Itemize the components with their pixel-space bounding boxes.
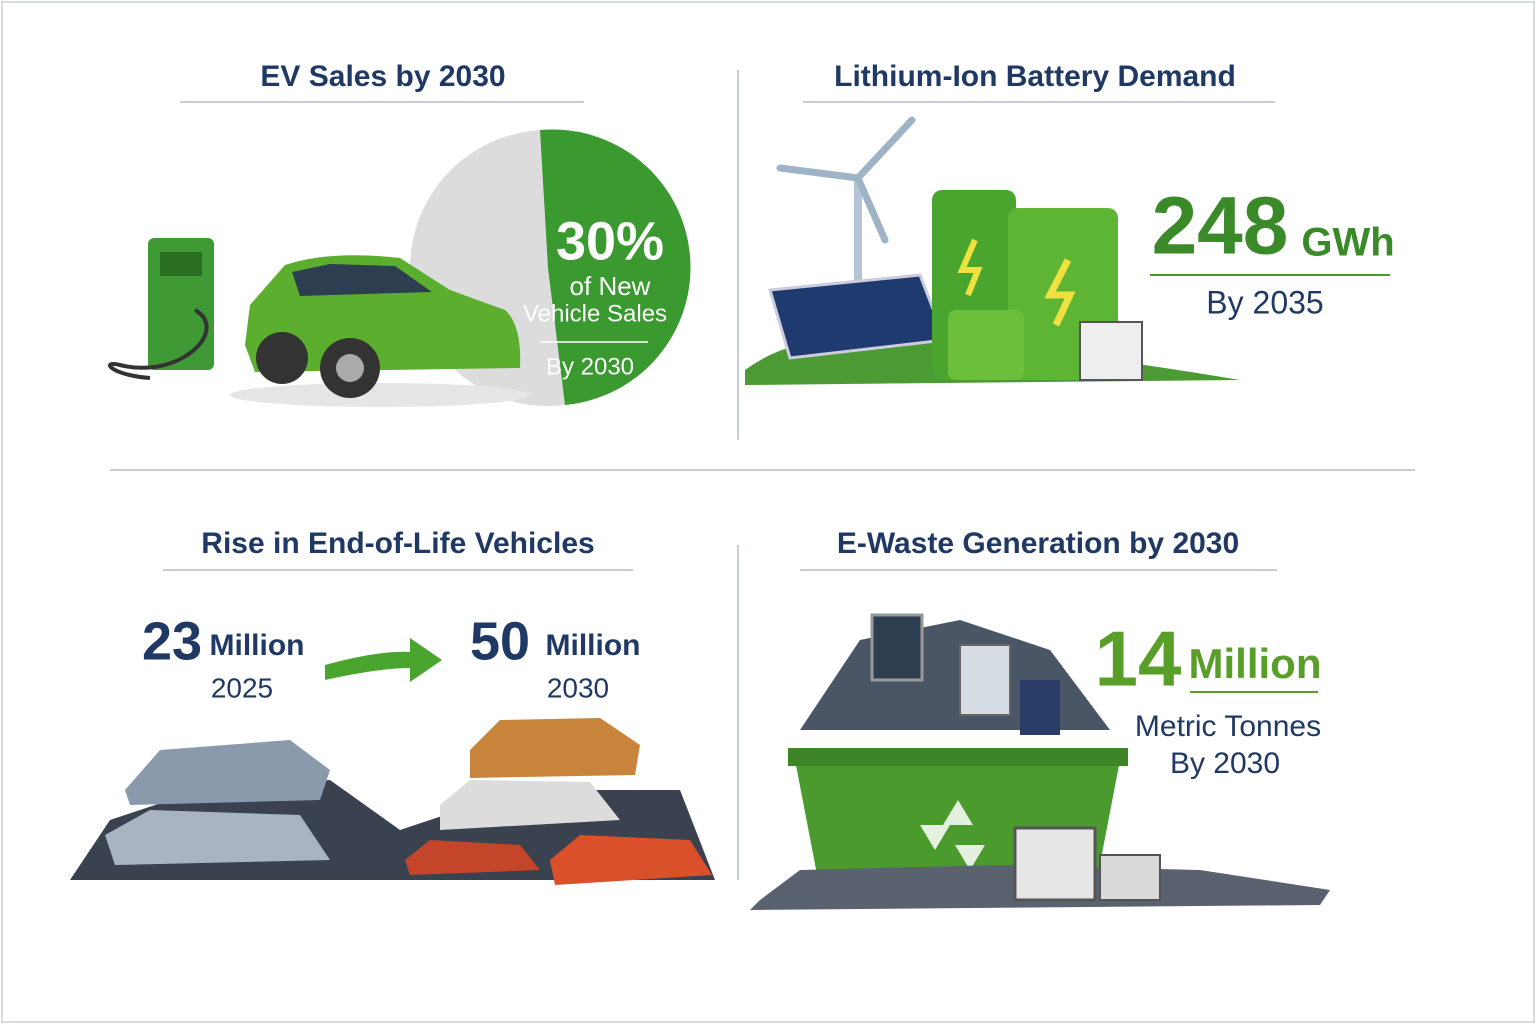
unit: GWh	[1301, 221, 1394, 265]
stat-line: By 2035	[1206, 284, 1323, 320]
stat: 23	[142, 611, 202, 671]
unit: Million	[546, 629, 641, 662]
scrap-car	[405, 840, 540, 875]
device	[1020, 680, 1060, 735]
scrap-car	[125, 740, 330, 805]
device	[1099, 854, 1161, 901]
stat-line: By 2030	[1170, 747, 1280, 780]
year: 2030	[547, 672, 609, 703]
pie-slice	[540, 129, 691, 405]
scrap-car	[550, 835, 712, 885]
scrap-car	[470, 718, 640, 778]
arrow	[325, 638, 442, 682]
bolt	[957, 238, 983, 297]
scrap-car	[440, 780, 620, 830]
stat: 30%	[556, 211, 664, 271]
stat-line: Metric Tonnes	[1135, 710, 1321, 743]
battery	[948, 310, 1024, 380]
hub	[336, 354, 364, 382]
bin-rim	[788, 748, 1128, 766]
device	[870, 613, 924, 682]
shadow	[230, 383, 530, 407]
stat-line: of New	[570, 271, 651, 301]
charger-screen	[160, 252, 202, 276]
unit: Million	[210, 629, 305, 662]
stat-line: By 2030	[546, 353, 634, 380]
bolt	[1044, 258, 1076, 327]
unit: Million	[1189, 640, 1322, 687]
scrap-car	[105, 810, 330, 865]
year: 2025	[211, 672, 273, 703]
inverter	[1079, 321, 1143, 381]
panel-title: EV Sales by 2030	[260, 60, 505, 93]
stat-line: Vehicle Sales	[523, 300, 667, 327]
cable	[108, 308, 209, 380]
stat: 50	[470, 611, 530, 671]
device	[959, 644, 1011, 716]
stat: 248	[1152, 181, 1289, 272]
turbine-blades	[776, 116, 916, 244]
panel-title: Rise in End-of-Life Vehicles	[201, 527, 594, 560]
recycle-icon	[920, 800, 985, 870]
panel-title: E-Waste Generation by 2030	[837, 527, 1239, 560]
microwave	[1013, 826, 1097, 902]
stat: 14	[1095, 615, 1182, 703]
panel-title: Lithium-Ion Battery Demand	[834, 60, 1236, 93]
car-window	[292, 264, 432, 296]
wheel	[256, 332, 308, 384]
